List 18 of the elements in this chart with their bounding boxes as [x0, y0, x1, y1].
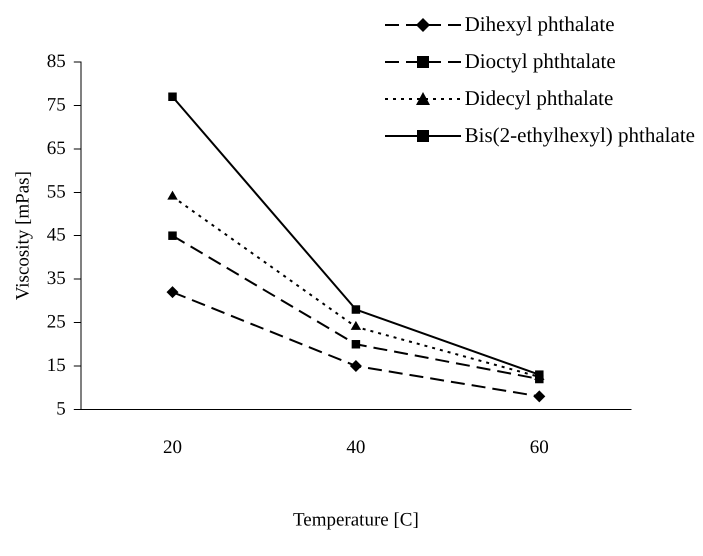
- y-axis-title: Viscosity [mPas]: [12, 171, 34, 300]
- y-tick-label: 55: [46, 181, 66, 202]
- y-tick-label: 5: [56, 398, 66, 420]
- y-tick-label: 65: [46, 138, 66, 159]
- x-tick-label: 60: [530, 436, 549, 458]
- y-tick-label: 85: [46, 50, 66, 72]
- x-tick-label: 40: [346, 436, 366, 458]
- legend-label: Didecyl phthalate: [464, 86, 614, 111]
- y-tick-label: 75: [46, 94, 66, 116]
- y-tick-label: 25: [46, 312, 66, 333]
- y-tick-label: 35: [46, 268, 66, 290]
- legend-label: Bis(2-ethylhexyl) phthalate: [464, 123, 695, 148]
- legend-label: Dioctyl phthtalate: [464, 49, 616, 74]
- x-tick-label: 20: [163, 436, 182, 458]
- legend-label: Dihexyl phthalate: [464, 12, 615, 37]
- x-axis-title: Temperature [C]: [292, 510, 419, 531]
- y-tick-label: 45: [46, 224, 66, 246]
- y-tick-label: 15: [46, 354, 66, 376]
